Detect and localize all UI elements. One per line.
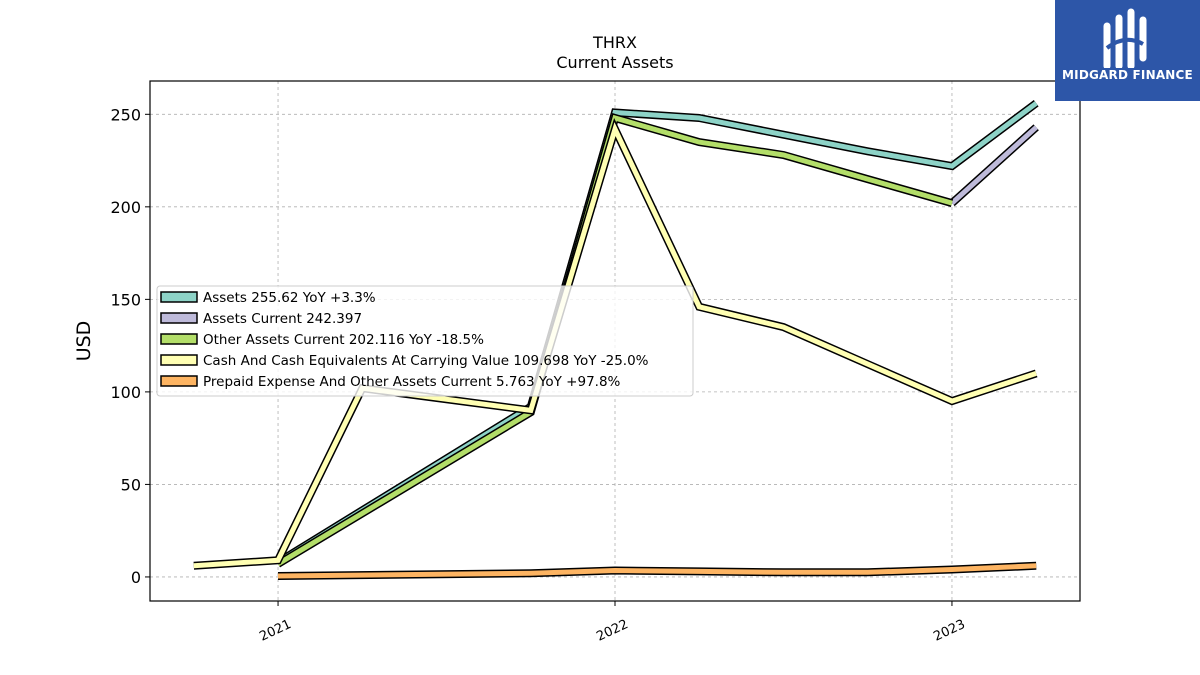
legend-swatch [160,333,198,345]
chart-subtitle: Current Assets [556,53,673,72]
legend-label: Cash And Cash Equivalents At Carrying Va… [203,353,649,369]
y-axis-label: USD [73,321,95,362]
y-tick-label: 100 [110,383,141,402]
chart-title: THRX [592,33,637,52]
x-tick-label: 2023 [931,617,967,645]
legend-label: Assets 255.62 YoY +3.3% [203,290,376,306]
y-tick-label: 150 [110,290,141,309]
legend-label: Prepaid Expense And Other Assets Current… [203,374,621,390]
y-tick-label: 0 [131,568,141,587]
brand-name: MIDGARD FINANCE [1062,68,1193,82]
legend-swatch [160,354,198,366]
series-line [193,122,1037,569]
series-3 [193,117,1038,570]
legend-swatch [160,375,198,387]
legend: Assets 255.62 YoY +3.3% Assets Current 24… [156,285,694,397]
legend-swatch [160,291,198,303]
y-tick-label: 50 [121,475,141,494]
series-1 [949,124,1039,207]
midgard-logo-icon [1103,8,1147,68]
y-tick-label: 200 [110,198,141,217]
series-lines [193,99,1039,580]
brand-logo-block: MIDGARD FINANCE [1055,0,1200,101]
y-tick-label: 250 [110,105,141,124]
legend-swatch [160,312,198,324]
series-4 [277,561,1037,580]
x-tick-label: 2021 [257,617,293,645]
series-line [277,563,1037,579]
x-tick-label: 2022 [594,617,630,645]
legend-label: Assets Current 242.397 [203,311,362,327]
legend-label: Other Assets Current 202.116 YoY -18.5% [203,332,484,348]
series-line [950,125,1038,205]
legend-box [156,285,694,397]
